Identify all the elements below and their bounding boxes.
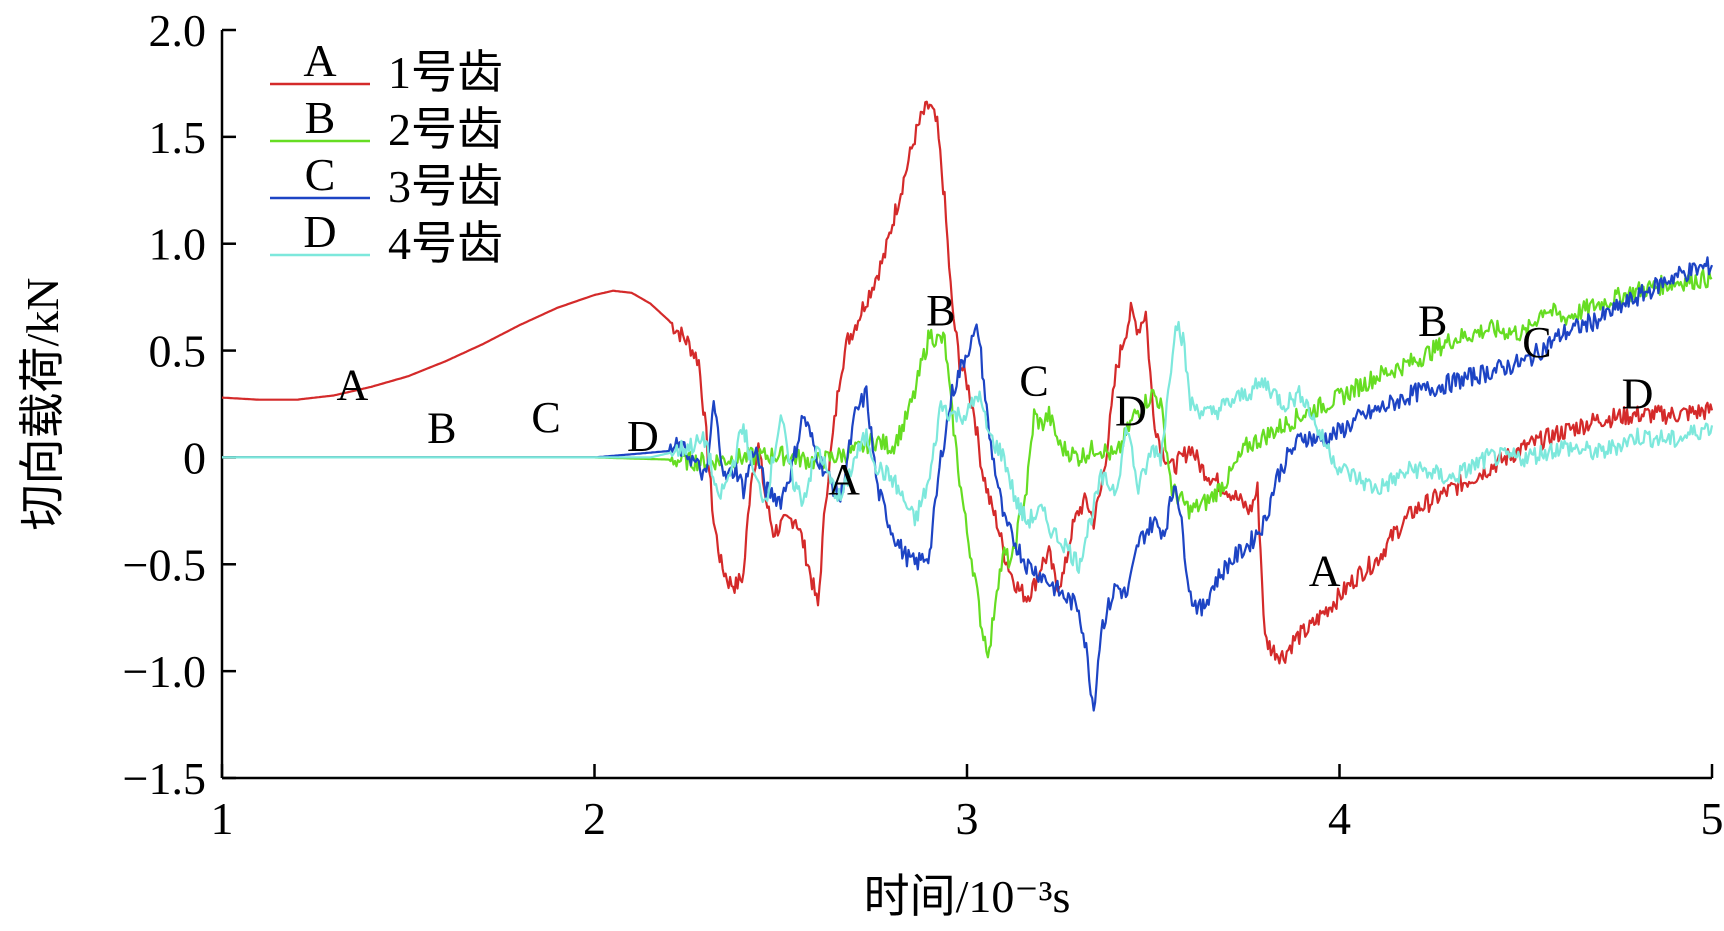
series-line-A xyxy=(221,100,1714,665)
legend-label: 3号齿 xyxy=(388,161,503,212)
series-marker-label: B xyxy=(427,403,456,452)
series-marker-label: C xyxy=(531,393,560,442)
x-tick-label: 5 xyxy=(1701,793,1724,844)
y-tick-label: 1.0 xyxy=(149,219,207,270)
y-tick-label: 1.5 xyxy=(149,112,207,163)
legend-key: D xyxy=(303,206,336,257)
series-marker-label: A xyxy=(828,455,860,504)
x-tick-label: 1 xyxy=(211,793,234,844)
series-layer xyxy=(221,100,1714,712)
series-marker-label: D xyxy=(1622,369,1654,418)
legend: A 1号齿 B 2号齿 C 3号齿 D 4号齿 xyxy=(270,35,503,269)
y-tick-label: 0 xyxy=(183,432,206,483)
series-marker-label: C xyxy=(1019,356,1048,405)
y-axis-title: 切向载荷/kN xyxy=(17,278,68,531)
series-marker-label: D xyxy=(627,412,659,461)
series-marker-label: A xyxy=(336,361,368,410)
legend-label: 2号齿 xyxy=(388,104,503,155)
x-tick-label: 2 xyxy=(583,793,606,844)
legend-label: 4号齿 xyxy=(388,218,503,269)
y-tick-label: −1.0 xyxy=(123,646,206,697)
series-marker-label: D xyxy=(1115,386,1147,435)
x-tick-label: 4 xyxy=(1328,793,1351,844)
x-axis-title: 时间/10⁻³s xyxy=(864,871,1071,922)
series-marker-label: B xyxy=(926,286,955,335)
series-marker-label: B xyxy=(1418,297,1447,346)
series-marker-label: A xyxy=(1309,547,1341,596)
legend-key: B xyxy=(305,92,336,143)
legend-key: C xyxy=(305,149,336,200)
axes: 1 2 3 4 5 −1.5 −1.0 −0.5 0 0.5 1.0 1.5 2.0 xyxy=(123,5,1724,844)
series-line-D xyxy=(222,320,1714,574)
y-tick-label: 0.5 xyxy=(149,326,207,377)
series-line-B xyxy=(222,268,1713,659)
y-tick-label: −0.5 xyxy=(123,539,206,590)
y-tick-label: −1.5 xyxy=(123,753,206,804)
y-tick-label: 2.0 xyxy=(149,5,207,56)
x-tick-label: 3 xyxy=(956,793,979,844)
series-marker-label: C xyxy=(1522,318,1551,367)
legend-key: A xyxy=(303,35,336,86)
legend-label: 1号齿 xyxy=(388,47,503,98)
annotation-layer: A B C D A B C D A B C D xyxy=(336,286,1653,596)
